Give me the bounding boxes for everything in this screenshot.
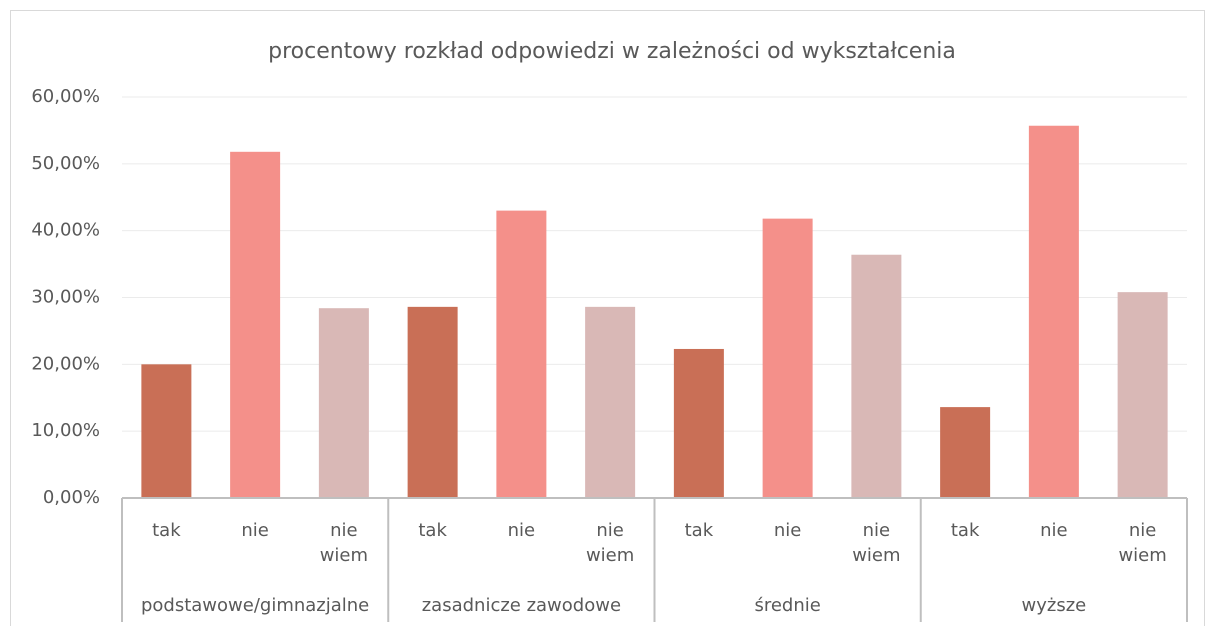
bar [762,218,813,499]
x-group-label: zasadnicze zawodowe [422,595,621,616]
bar [673,348,724,498]
x-tick-label: nie wiem [1118,520,1166,566]
bar [585,306,636,498]
x-tick-label: tak [152,520,181,541]
x-tick-label: tak [951,520,980,541]
y-tick-label: 0,00% [43,487,100,508]
x-group-label: podstawowe/gimnazjalne [141,595,369,616]
y-tick-label: 60,00% [31,86,100,107]
bar [940,407,991,498]
bar [407,306,458,498]
x-tick-label: tak [418,520,447,541]
x-tick-label: nie wiem [852,520,900,566]
bar [496,210,547,498]
bar [1028,125,1079,498]
x-group-label: średnie [754,595,820,616]
bar [851,254,902,498]
x-tick-label: nie wiem [320,520,368,566]
y-tick-label: 30,00% [31,287,100,308]
x-tick-label: tak [685,520,714,541]
chart-title: procentowy rozkład odpowiedzi w zależnoś… [268,39,956,64]
bar [141,364,192,498]
bar [1117,292,1168,498]
x-tick-label: nie [774,520,801,541]
x-tick-label: nie [1040,520,1067,541]
y-tick-label: 10,00% [31,420,100,441]
x-tick-label: nie wiem [586,520,634,566]
y-tick-label: 50,00% [31,153,100,174]
bar [230,151,281,498]
y-tick-label: 40,00% [31,220,100,241]
x-tick-label: nie [241,520,268,541]
y-tick-label: 20,00% [31,353,100,374]
bar [318,308,369,498]
x-tick-label: nie [508,520,535,541]
x-group-label: wyższe [1022,595,1087,616]
